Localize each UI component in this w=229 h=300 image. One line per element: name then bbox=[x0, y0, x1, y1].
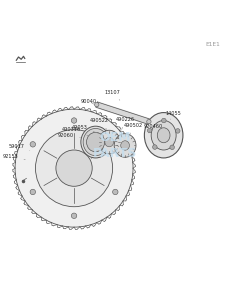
Ellipse shape bbox=[113, 189, 118, 195]
Ellipse shape bbox=[157, 128, 170, 143]
Ellipse shape bbox=[175, 129, 180, 133]
Ellipse shape bbox=[87, 132, 105, 152]
Polygon shape bbox=[96, 102, 150, 124]
Text: 13107: 13107 bbox=[105, 90, 120, 100]
Ellipse shape bbox=[121, 141, 129, 150]
Ellipse shape bbox=[147, 119, 151, 124]
Ellipse shape bbox=[95, 103, 99, 107]
Ellipse shape bbox=[151, 121, 176, 150]
Text: 90040: 90040 bbox=[81, 99, 97, 104]
Ellipse shape bbox=[71, 213, 77, 218]
Text: E1E1: E1E1 bbox=[205, 42, 220, 47]
Text: 490316: 490316 bbox=[62, 127, 89, 136]
Text: 92060: 92060 bbox=[58, 133, 80, 138]
Text: 490226: 490226 bbox=[116, 117, 135, 130]
Ellipse shape bbox=[170, 145, 174, 150]
Ellipse shape bbox=[15, 109, 133, 227]
Ellipse shape bbox=[162, 118, 166, 123]
Ellipse shape bbox=[153, 145, 157, 149]
Ellipse shape bbox=[30, 142, 35, 147]
Ellipse shape bbox=[35, 130, 113, 207]
Ellipse shape bbox=[147, 128, 152, 133]
Text: 490502: 490502 bbox=[123, 122, 143, 135]
Ellipse shape bbox=[71, 118, 77, 123]
Ellipse shape bbox=[105, 137, 114, 147]
Text: 490522: 490522 bbox=[90, 118, 109, 130]
Ellipse shape bbox=[56, 150, 92, 186]
Text: 14055: 14055 bbox=[166, 111, 182, 119]
Text: OEM
PARTS: OEM PARTS bbox=[93, 131, 137, 160]
Ellipse shape bbox=[98, 130, 120, 154]
Text: 92153: 92153 bbox=[3, 154, 25, 160]
Ellipse shape bbox=[144, 112, 183, 158]
Text: 59017: 59017 bbox=[8, 144, 30, 151]
Ellipse shape bbox=[114, 134, 136, 157]
Ellipse shape bbox=[81, 126, 110, 158]
Text: 920460: 920460 bbox=[144, 124, 163, 133]
Text: 49053: 49053 bbox=[72, 125, 99, 133]
Ellipse shape bbox=[30, 189, 35, 195]
Ellipse shape bbox=[113, 142, 118, 147]
Ellipse shape bbox=[83, 128, 108, 156]
